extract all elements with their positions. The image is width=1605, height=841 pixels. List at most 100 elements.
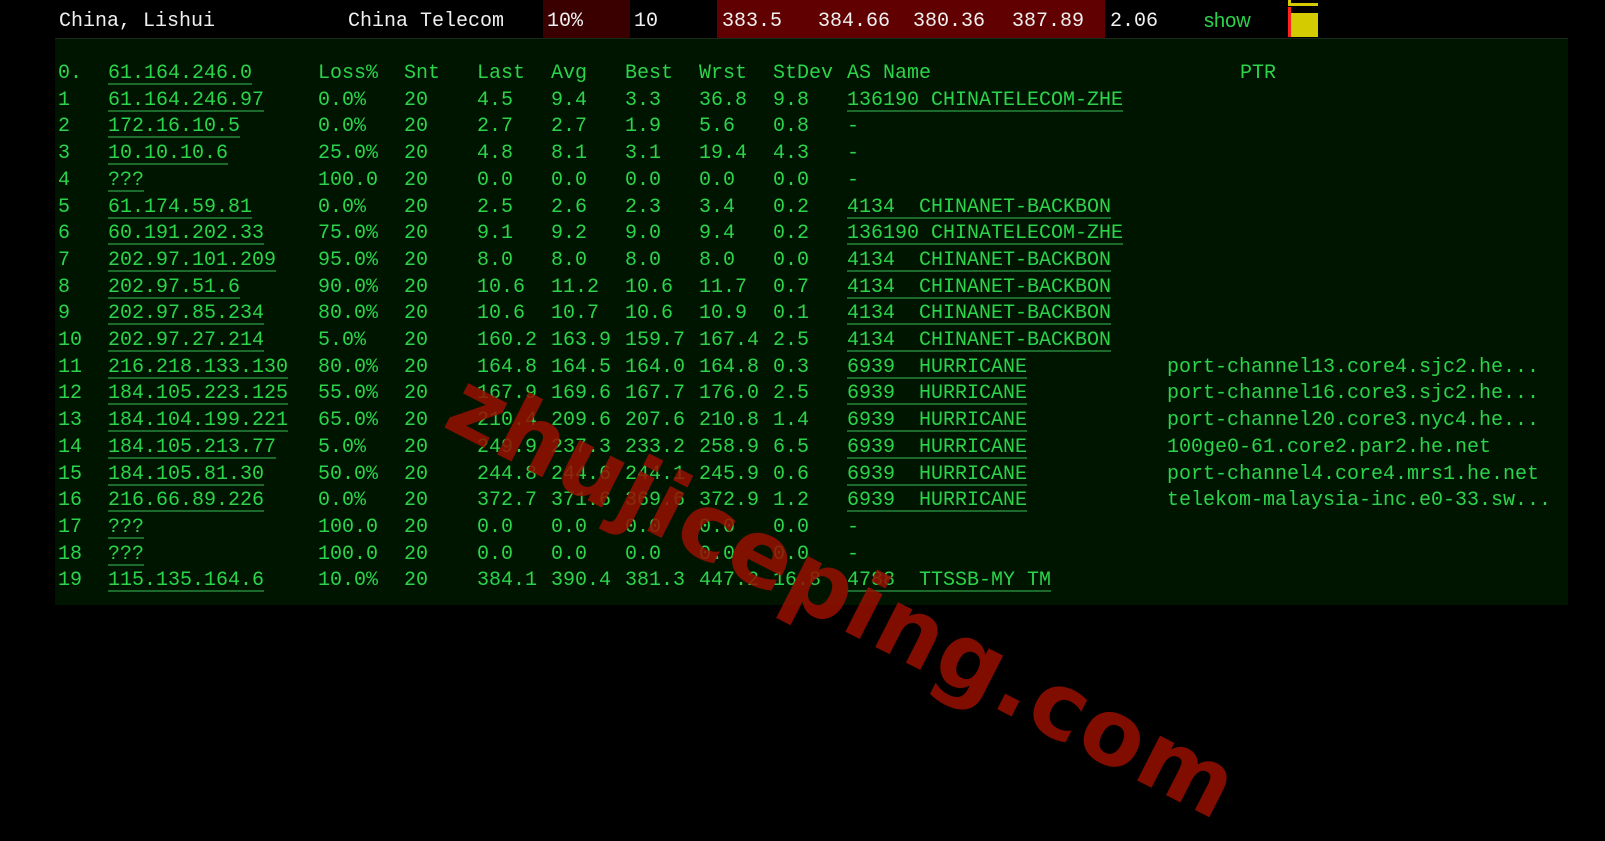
cell-loss: 95.0%	[318, 248, 379, 272]
cell-best: 207.6	[625, 409, 686, 433]
cell-stdev: 0.8	[773, 115, 810, 139]
cell-hop: 3	[58, 142, 71, 166]
cell-as[interactable]: 4134 CHINANET-BACKBON	[847, 302, 1112, 326]
cell-as[interactable]: 136190 CHINATELECOM-ZHE	[847, 222, 1124, 246]
cell-snt: 20	[404, 355, 429, 379]
cell-host[interactable]: 61.164.246.0	[108, 62, 253, 85]
cell-last: 244.8	[477, 462, 538, 486]
graph-marker	[1288, 7, 1291, 37]
cell-best: 244.1	[625, 462, 686, 486]
cell-host[interactable]: 202.97.85.234	[108, 302, 265, 326]
cell-avg: 2.6	[551, 195, 588, 219]
cell-wrst: 258.9	[699, 435, 760, 459]
cell-wrst: 164.8	[699, 355, 760, 379]
cell-last: 0.0	[477, 515, 514, 539]
cell-snt: 20	[404, 382, 429, 406]
cell-loss: 0.0%	[318, 489, 367, 513]
cell-hop: 18	[58, 542, 83, 566]
cell-snt: 20	[404, 222, 429, 246]
show-link[interactable]: show	[1204, 10, 1251, 32]
cell-wrst: 176.0	[699, 382, 760, 406]
isp: China Telecom	[348, 10, 505, 33]
cell-host[interactable]: 172.16.10.5	[108, 115, 241, 139]
cell-snt: 20	[404, 542, 429, 566]
cell-as[interactable]: 6939 HURRICANE	[847, 435, 1028, 459]
cell-host[interactable]: ???	[108, 542, 145, 566]
cell-loss: 50.0%	[318, 462, 379, 486]
cell-snt: 20	[404, 489, 429, 513]
cell-wrst: 8.0	[699, 248, 736, 272]
cell-host[interactable]: 60.191.202.33	[108, 222, 265, 246]
cell-host[interactable]: 216.66.89.226	[108, 489, 265, 513]
cell-last: 10.6	[477, 275, 526, 299]
cell-stdev: 9.8	[773, 88, 810, 112]
cell-last: 4.5	[477, 88, 514, 112]
cell-snt: 20	[404, 248, 429, 272]
cell-avg: 371.6	[551, 489, 612, 513]
loss: 10%	[547, 10, 584, 33]
stdev: 2.06	[1110, 10, 1159, 33]
cell-as[interactable]: 4788 TTSSB-MY TM	[847, 569, 1052, 593]
cell-avg: 10.7	[551, 302, 600, 326]
cell-last: 8.0	[477, 248, 514, 272]
cell-as[interactable]: 6939 HURRICANE	[847, 489, 1028, 513]
cell-host[interactable]: 216.218.133.130	[108, 355, 289, 379]
cell-host[interactable]: 202.97.27.214	[108, 329, 265, 352]
cell-best: 369.6	[625, 489, 686, 513]
cell-host[interactable]: 202.97.51.6	[108, 275, 241, 299]
cell-wrst: 36.8	[699, 88, 748, 112]
cell-best: 0.0	[625, 515, 662, 539]
cell-avg: 0.0	[551, 515, 588, 539]
cell-as[interactable]: 4134 CHINANET-BACKBON	[847, 275, 1112, 299]
cell-loss: 55.0%	[318, 382, 379, 406]
column-header-loss: Loss%	[318, 62, 379, 85]
cell-stdev: 0.2	[773, 222, 810, 246]
cell-host[interactable]: 184.105.213.77	[108, 435, 277, 459]
cell-as: -	[847, 168, 860, 192]
cell-snt: 20	[404, 275, 429, 299]
cell-as[interactable]: 6939 HURRICANE	[847, 355, 1028, 379]
cell-wrst: 0.0	[699, 168, 736, 192]
cell-last: 9.1	[477, 222, 514, 246]
cell-avg: 244.6	[551, 462, 612, 486]
cell-host[interactable]: ???	[108, 168, 145, 192]
cell-best: 8.0	[625, 248, 662, 272]
cell-loss: 80.0%	[318, 355, 379, 379]
cell-hop: 9	[58, 302, 71, 326]
cell-avg: 8.1	[551, 142, 588, 166]
cell-host[interactable]: 184.105.223.125	[108, 382, 289, 406]
cell-avg: 11.2	[551, 275, 600, 299]
cell-hop: 4	[58, 168, 71, 192]
cell-last: 0.0	[477, 168, 514, 192]
cell-host[interactable]: 61.164.246.97	[108, 88, 265, 112]
cell-wrst: 3.4	[699, 195, 736, 219]
cell-host[interactable]: 115.135.164.6	[108, 569, 265, 593]
column-header-avg: Avg	[551, 62, 588, 85]
cell-as[interactable]: 6939 HURRICANE	[847, 462, 1028, 486]
cell-host[interactable]: 61.174.59.81	[108, 195, 253, 219]
cell-wrst: 19.4	[699, 142, 748, 166]
cell-hop: 5	[58, 195, 71, 219]
cell-host[interactable]: 184.105.81.30	[108, 462, 265, 486]
cell-as[interactable]: 4134 CHINANET-BACKBON	[847, 195, 1112, 219]
cell-loss: 65.0%	[318, 409, 379, 433]
cell-avg: 169.6	[551, 382, 612, 406]
cell-wrst: 447.2	[699, 569, 760, 593]
cell-host[interactable]: 202.97.101.209	[108, 248, 277, 272]
cell-as[interactable]: 4134 CHINANET-BACKBON	[847, 329, 1112, 352]
cell-loss: 90.0%	[318, 275, 379, 299]
cell-host[interactable]: 184.104.199.221	[108, 409, 289, 433]
cell-stdev: 4.3	[773, 142, 810, 166]
cell-as[interactable]: 6939 HURRICANE	[847, 382, 1028, 406]
cell-host[interactable]: ???	[108, 515, 145, 539]
cell-as[interactable]: 4134 CHINANET-BACKBON	[847, 248, 1112, 272]
cell-stdev: 2.5	[773, 382, 810, 406]
cell-host[interactable]: 10.10.10.6	[108, 142, 229, 166]
location: China, Lishui	[59, 10, 216, 33]
cell-last: 4.8	[477, 142, 514, 166]
cell-as[interactable]: 6939 HURRICANE	[847, 409, 1028, 433]
cell-hop: 16	[58, 489, 83, 513]
cell-best: 3.1	[625, 142, 662, 166]
cell-as: -	[847, 515, 860, 539]
cell-as[interactable]: 136190 CHINATELECOM-ZHE	[847, 88, 1124, 112]
